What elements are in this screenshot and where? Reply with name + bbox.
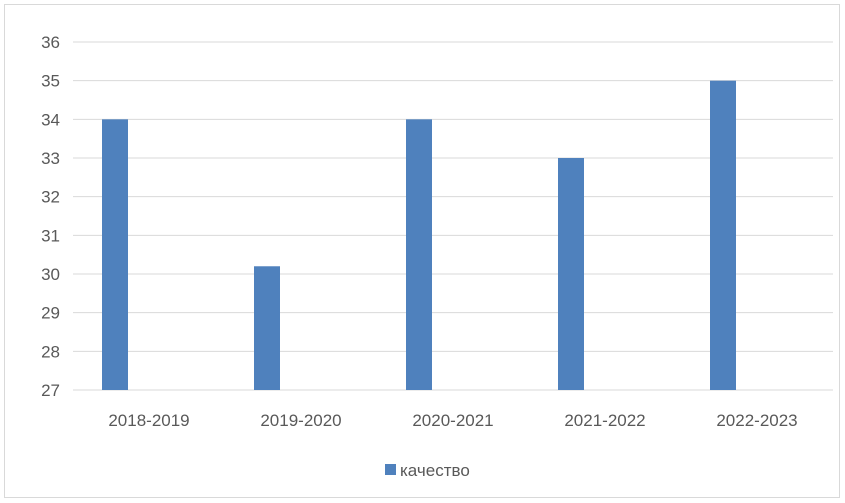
legend: качество xyxy=(385,461,470,480)
y-axis-labels: 27 28 29 30 31 32 33 34 35 36 xyxy=(41,33,60,400)
x-tick-label: 2019-2020 xyxy=(260,411,341,430)
y-tick-label: 33 xyxy=(41,149,60,168)
x-tick-label: 2021-2022 xyxy=(564,411,645,430)
bar xyxy=(710,80,736,391)
bar xyxy=(254,266,280,390)
y-tick-label: 36 xyxy=(41,33,60,52)
y-tick-label: 32 xyxy=(41,188,60,207)
bar xyxy=(558,158,584,390)
legend-swatch xyxy=(385,464,396,475)
bar xyxy=(102,119,128,390)
y-tick-label: 28 xyxy=(41,342,60,361)
x-tick-label: 2018-2019 xyxy=(108,411,189,430)
x-axis-labels: 2018-2019 2019-2020 2020-2021 2021-2022 2022… xyxy=(108,411,797,430)
x-tick-label: 2022-2023 xyxy=(716,411,797,430)
y-tick-label: 31 xyxy=(41,226,60,245)
y-tick-label: 27 xyxy=(41,381,60,400)
y-tick-label: 30 xyxy=(41,265,60,284)
x-tick-label: 2020-2021 xyxy=(412,411,493,430)
gridlines xyxy=(73,41,833,391)
legend-label: качество xyxy=(400,461,470,480)
y-tick-label: 35 xyxy=(41,72,60,91)
bars xyxy=(102,80,736,391)
y-tick-label: 29 xyxy=(41,304,60,323)
bar xyxy=(406,119,432,390)
y-tick-label: 34 xyxy=(41,110,60,129)
